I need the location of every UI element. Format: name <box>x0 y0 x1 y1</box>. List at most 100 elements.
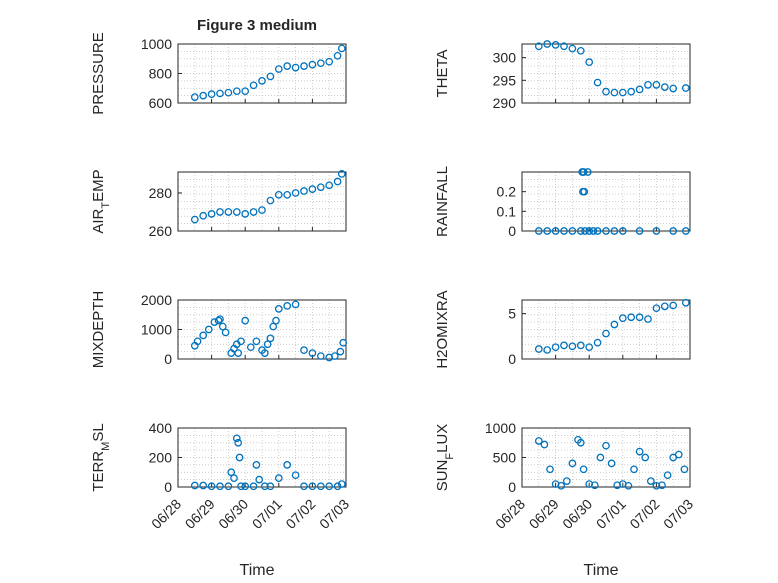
data-point <box>618 314 627 323</box>
x-tick-label: 06/28 <box>148 496 184 532</box>
axes-box <box>521 171 691 232</box>
data-point <box>560 42 568 51</box>
data-point <box>337 44 346 53</box>
data-point <box>258 206 266 214</box>
x-tick-label: 07/02 <box>282 496 318 532</box>
data-point <box>232 434 241 443</box>
y-tick-label: 5 <box>508 306 516 322</box>
data-point <box>199 331 208 340</box>
data-point <box>568 459 577 468</box>
data-point <box>316 183 325 192</box>
data-point <box>216 315 224 324</box>
y-axis-label: H2OMIXRA <box>434 290 451 368</box>
data-point <box>316 352 325 360</box>
data-point <box>214 316 223 325</box>
data-point <box>308 185 317 193</box>
data-point <box>568 342 577 351</box>
subplot-theta: 290 295 300 THETA <box>434 40 691 111</box>
series-markers <box>534 168 690 235</box>
data-point <box>576 46 585 55</box>
data-point <box>576 227 585 235</box>
data-point <box>325 57 334 66</box>
data-point <box>674 450 683 459</box>
data-point <box>652 304 661 313</box>
y-tick-label: 0.2 <box>497 184 517 200</box>
y-tick-label: 2000 <box>141 292 172 308</box>
y-tick-label: 0 <box>508 351 516 367</box>
data-point <box>258 77 266 85</box>
data-point <box>551 41 560 49</box>
x-tick-label: 06/29 <box>526 496 562 532</box>
data-point <box>193 337 202 346</box>
data-point <box>234 438 243 447</box>
data-point <box>534 42 543 51</box>
data-point <box>274 474 283 482</box>
data-point <box>241 210 250 218</box>
data-point <box>534 227 543 235</box>
data-point <box>580 187 589 196</box>
grid <box>521 299 691 360</box>
y-axis-label: THETA <box>434 49 451 97</box>
data-point <box>593 338 602 347</box>
data-point <box>330 352 339 360</box>
data-point <box>546 465 554 474</box>
data-point <box>602 441 610 450</box>
data-point <box>316 482 325 491</box>
y-tick-label: 280 <box>149 185 173 201</box>
y-tick-label: 500 <box>493 450 517 466</box>
data-point <box>249 482 258 491</box>
data-point <box>337 170 346 178</box>
x-tick-label: 06/29 <box>182 496 218 532</box>
series-markers <box>190 170 346 224</box>
series-markers <box>534 298 690 354</box>
axes-box <box>521 299 691 360</box>
x-tick-label: 07/01 <box>593 496 629 532</box>
y-tick-label: 1000 <box>485 420 516 436</box>
data-point <box>627 87 636 96</box>
data-point <box>308 60 317 69</box>
y-tick-label: 0 <box>508 223 516 239</box>
data-point <box>252 461 261 469</box>
y-tick-label: 600 <box>149 95 173 111</box>
grid <box>521 171 691 232</box>
data-point <box>658 481 666 490</box>
data-point <box>635 447 644 456</box>
data-point <box>583 168 592 176</box>
data-point <box>610 227 619 235</box>
y-tick-label: 400 <box>149 420 173 436</box>
data-point <box>602 87 610 96</box>
y-axis-label: AIRTEMP <box>90 169 112 233</box>
data-point <box>579 465 588 474</box>
data-point <box>568 227 577 235</box>
y-tick-label: 0 <box>164 351 172 367</box>
data-point <box>630 465 638 474</box>
data-point <box>551 227 560 235</box>
data-point <box>590 481 599 490</box>
y-axis-label: PRESSURE <box>90 32 107 115</box>
data-point <box>618 227 627 235</box>
x-tick-label: 07/03 <box>660 496 696 532</box>
data-point <box>585 343 594 352</box>
data-point <box>602 329 610 338</box>
data-point <box>534 437 543 445</box>
data-point <box>680 465 689 474</box>
y-axis-label: RAINFALL <box>434 166 451 237</box>
data-point <box>241 482 250 491</box>
grid <box>177 43 347 104</box>
x-tick-label: 07/02 <box>626 496 662 532</box>
data-point <box>534 345 543 353</box>
y-tick-label: 0.1 <box>497 203 517 219</box>
y-axis-label: TERRMSL <box>90 423 112 491</box>
data-point <box>337 480 346 488</box>
data-point <box>618 88 627 97</box>
data-point <box>190 215 199 224</box>
x-axis-label-left: Time <box>240 562 275 579</box>
data-point <box>283 461 292 469</box>
data-point <box>283 190 292 199</box>
data-point <box>336 347 345 356</box>
data-point <box>237 482 245 491</box>
y-tick-label: 1000 <box>141 322 172 338</box>
axes-box <box>177 171 347 232</box>
data-point <box>224 208 233 216</box>
